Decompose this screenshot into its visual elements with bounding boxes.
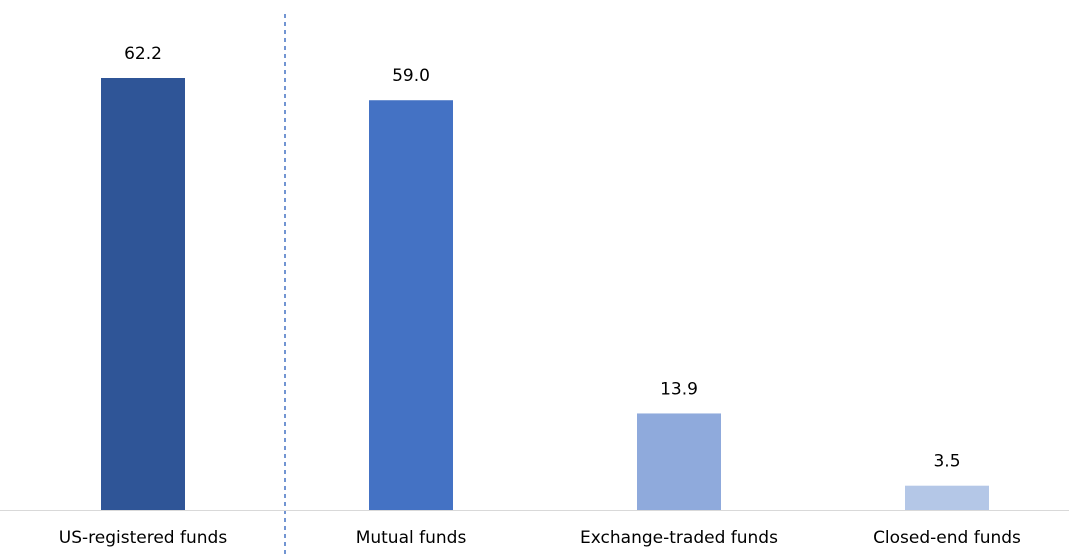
value-label: 59.0 — [392, 66, 430, 86]
value-label: 62.2 — [124, 44, 162, 64]
x-tick-label: US-registered funds — [59, 528, 228, 548]
bar — [101, 78, 185, 510]
value-label: 13.9 — [660, 379, 698, 399]
bar — [369, 100, 453, 510]
bar — [905, 485, 989, 510]
x-tick-label: Closed-end funds — [873, 528, 1021, 548]
bar — [637, 413, 721, 510]
x-tick-label: Exchange-traded funds — [580, 528, 778, 548]
value-label: 3.5 — [933, 452, 960, 472]
x-tick-label: Mutual funds — [356, 528, 467, 548]
